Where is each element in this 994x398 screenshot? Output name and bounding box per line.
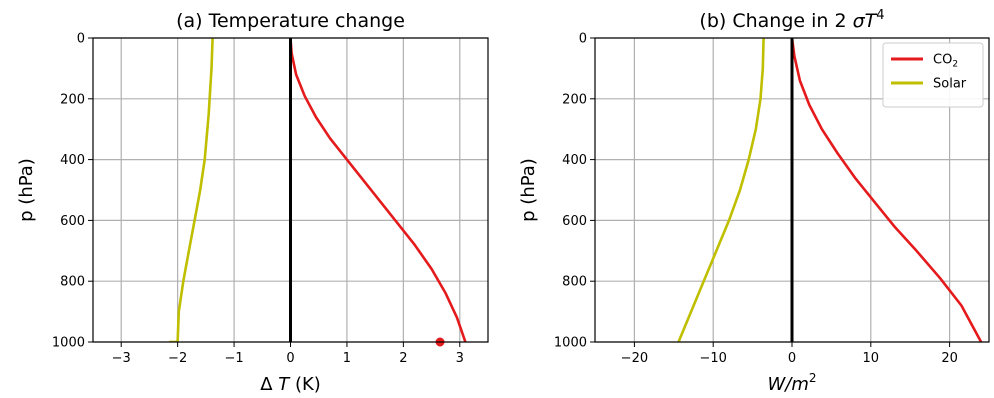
series-line — [289, 38, 467, 342]
y-axis-label: p (hPa) — [16, 158, 37, 222]
panel-a: −3 −2 −1 0 1 2 3 0 200 400 600 800 1000 (a) Temperatu… — [16, 10, 489, 395]
x-tick-label: 0 — [286, 351, 294, 366]
x-tick-label: 3 — [456, 351, 464, 366]
legend: CO2 Solar — [882, 42, 984, 108]
legend-label: CO2 — [933, 53, 958, 70]
y-tick-label: 800 — [562, 275, 587, 290]
x-tick-label: 10 — [863, 351, 880, 366]
series-line-solar — [677, 38, 765, 342]
chart-title: (a) Temperature change — [176, 10, 405, 32]
y-tick-label: 600 — [562, 214, 587, 229]
y-axis-label: p (hPa) — [518, 158, 539, 222]
series-line-co — [790, 38, 983, 342]
x-axis-label: Δ T (K) — [260, 374, 321, 395]
x-tick-label: −2 — [168, 351, 187, 366]
y-tick-label: 400 — [60, 153, 85, 168]
x-tick-label: 1 — [343, 351, 351, 366]
x-tick-label: −20 — [621, 351, 648, 366]
y-tick-label: 200 — [562, 92, 587, 107]
chart-title: (b) Change in 2 σT4 — [699, 8, 884, 32]
x-tick-label: −3 — [112, 351, 131, 366]
y-tick-label: 0 — [77, 32, 85, 47]
x-tick-label: 20 — [941, 351, 958, 366]
y-tick-label: 800 — [60, 275, 85, 290]
x-tick-label: 0 — [788, 351, 796, 366]
y-tick-label: 0 — [579, 32, 587, 47]
x-tick-label: −10 — [699, 351, 726, 366]
legend-label: Solar — [933, 77, 967, 92]
series-group — [677, 38, 983, 342]
y-tick-label: 1000 — [554, 336, 587, 351]
series-group — [169, 38, 467, 342]
x-tick-label: 2 — [399, 351, 407, 366]
x-tick-label: −1 — [224, 351, 243, 366]
x-axis-label: W/m2 — [767, 371, 816, 395]
y-tick-label: 1000 — [52, 336, 85, 351]
series-line — [176, 38, 214, 342]
y-tick-label: 400 — [562, 153, 587, 168]
y-tick-label: 600 — [60, 214, 85, 229]
y-tick-label: 200 — [60, 92, 85, 107]
